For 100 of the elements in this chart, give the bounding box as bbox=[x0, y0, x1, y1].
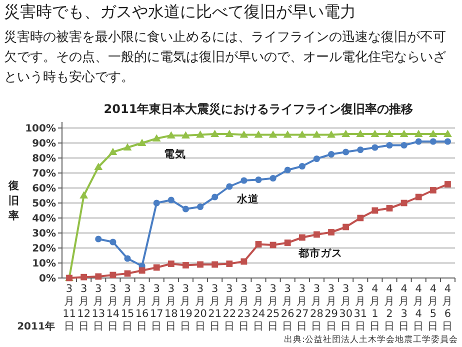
point bbox=[268, 130, 278, 138]
point bbox=[226, 183, 233, 190]
point bbox=[314, 231, 320, 238]
point bbox=[430, 138, 436, 145]
point bbox=[372, 144, 378, 151]
point bbox=[428, 130, 438, 137]
point bbox=[94, 162, 103, 170]
x-tick-label: 3月20日 bbox=[194, 283, 207, 332]
point bbox=[153, 264, 160, 271]
x-tick-label: 4月4日 bbox=[413, 283, 424, 332]
y-tick-label: 0% bbox=[39, 274, 56, 284]
y-tick-label: 50% bbox=[32, 198, 56, 210]
y-tick-label: 40% bbox=[32, 214, 56, 224]
point bbox=[298, 234, 306, 241]
point bbox=[124, 255, 131, 262]
x-tick-label: 3月30日 bbox=[339, 283, 353, 332]
x-tick-label: 4月2日 bbox=[384, 283, 395, 332]
y-tick-label: 20% bbox=[32, 244, 56, 254]
point bbox=[342, 130, 350, 137]
paragraph: 災害時の被害を最小限に食い止めるには、ライフラインの迅速な復旧が不可欠です。その点、一般的に電気は復旧が早いので、オール電化住宅ならいざという時も安心です。 bbox=[4, 29, 447, 87]
point bbox=[444, 130, 452, 137]
x-tick-label: 3月31日 bbox=[354, 283, 368, 332]
point bbox=[255, 241, 262, 248]
point bbox=[312, 130, 321, 138]
x-tick-label: 3月25日 bbox=[266, 283, 280, 332]
y-tick-label: 70% bbox=[32, 168, 56, 180]
point bbox=[197, 261, 204, 268]
point bbox=[182, 131, 190, 138]
point bbox=[123, 143, 132, 150]
x-tick-label: 3月17日 bbox=[150, 283, 164, 332]
point bbox=[108, 148, 118, 155]
x-tick-label: 3月26日 bbox=[280, 283, 295, 332]
point bbox=[430, 187, 436, 194]
point bbox=[298, 162, 306, 170]
x-tick-label: 3月29日 bbox=[324, 283, 338, 332]
point bbox=[270, 174, 276, 182]
point bbox=[95, 236, 102, 242]
x-tick-label: 4月6日 bbox=[442, 283, 454, 332]
point bbox=[386, 205, 393, 212]
point bbox=[80, 191, 88, 198]
series-label: 水道 bbox=[236, 194, 259, 206]
x-tick-label: 3月18日 bbox=[164, 283, 178, 332]
point bbox=[210, 130, 220, 137]
point bbox=[284, 240, 291, 246]
point bbox=[138, 267, 146, 274]
point bbox=[182, 206, 190, 212]
point bbox=[240, 130, 248, 138]
point bbox=[152, 134, 161, 142]
x-tick-label: 3月22日 bbox=[222, 283, 236, 332]
point bbox=[240, 177, 248, 184]
x-tick-label: 3月21日 bbox=[208, 283, 222, 332]
series-label: 都市ガス bbox=[298, 248, 343, 260]
y-tick-label: 90% bbox=[32, 138, 56, 150]
x-tick-label: 3月16日 bbox=[135, 283, 150, 332]
y-tick-label: 10% bbox=[32, 258, 56, 270]
point bbox=[313, 155, 320, 162]
y-tick-label: 30% bbox=[32, 228, 56, 240]
y-tick-label: 100% bbox=[25, 124, 56, 134]
point bbox=[284, 166, 291, 174]
x-tick-label: 3月11日 bbox=[62, 283, 76, 332]
point bbox=[444, 138, 452, 145]
x-tick-label: 3月13日 bbox=[92, 283, 106, 332]
y-tick-label: 60% bbox=[32, 184, 56, 194]
point bbox=[298, 130, 306, 138]
point bbox=[342, 148, 350, 156]
x-tick-label: 3月24日 bbox=[252, 283, 266, 332]
point bbox=[385, 130, 394, 137]
point bbox=[225, 130, 234, 137]
title: 2011年東日本大震災におけるライフライン復旧率の推移 bbox=[104, 102, 414, 116]
point bbox=[400, 142, 408, 149]
point bbox=[212, 261, 218, 268]
point bbox=[212, 194, 218, 200]
point bbox=[386, 142, 393, 149]
point bbox=[153, 200, 160, 206]
point bbox=[342, 224, 350, 230]
point bbox=[400, 130, 408, 137]
point bbox=[196, 130, 204, 138]
heading: 災害時でも、ガスや水道に比べて復旧が早い電力 bbox=[4, 2, 356, 23]
point bbox=[356, 130, 365, 137]
point bbox=[95, 273, 102, 280]
x-tick-label: 3月23日 bbox=[237, 283, 251, 332]
x-tick-label: 4月5日 bbox=[428, 283, 439, 332]
point bbox=[372, 207, 378, 214]
point bbox=[357, 146, 364, 154]
point bbox=[328, 150, 335, 158]
point bbox=[327, 130, 336, 138]
point bbox=[166, 131, 176, 138]
point bbox=[414, 130, 423, 137]
point bbox=[400, 200, 408, 206]
point bbox=[357, 214, 364, 222]
x-tick-label: 3月28日 bbox=[310, 283, 324, 332]
x-tick-label: 4月3日 bbox=[398, 283, 410, 332]
point bbox=[110, 238, 116, 246]
point bbox=[226, 260, 233, 267]
x-tick-label: 3月14日 bbox=[106, 283, 120, 332]
point bbox=[328, 229, 334, 236]
point bbox=[270, 242, 276, 248]
point bbox=[110, 272, 116, 278]
point bbox=[240, 258, 248, 265]
point bbox=[415, 138, 422, 145]
